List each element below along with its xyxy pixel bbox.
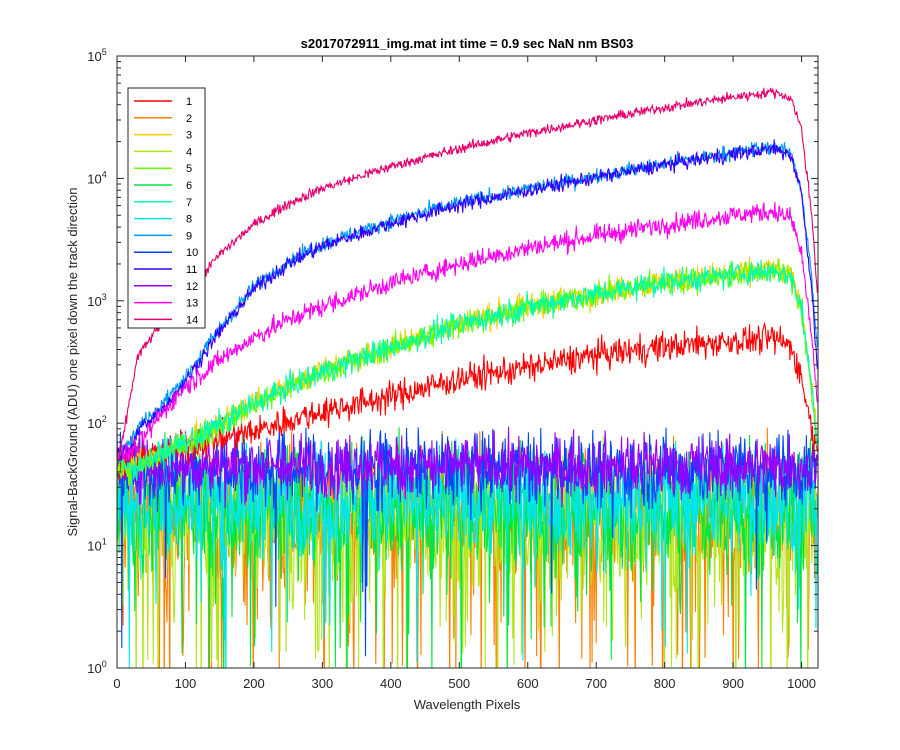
y-tick-base: 10 <box>87 416 101 431</box>
y-axis-title: Signal-BackGround (ADU) one pixel down t… <box>65 187 80 536</box>
x-tick-label: 800 <box>654 676 676 691</box>
x-tick-label: 100 <box>175 676 197 691</box>
legend-label-14: 14 <box>186 314 198 326</box>
y-tick-base: 10 <box>87 171 101 186</box>
y-tick-exponent: 5 <box>102 47 107 57</box>
legend-label-1: 1 <box>186 96 192 108</box>
y-tick-base: 10 <box>87 539 101 554</box>
y-tick-label: 105 <box>87 47 106 64</box>
ticks-layer: 0 100 200 300 400 500 600 700 800 900 100010010110… <box>87 47 818 691</box>
y-tick-label: 102 <box>87 414 106 431</box>
legend-label-8: 8 <box>186 214 192 226</box>
x-tick-label: 0 <box>113 676 120 691</box>
legend-label-12: 12 <box>186 281 198 293</box>
x-tick-label: 900 <box>722 676 744 691</box>
series-layer <box>117 87 818 668</box>
x-tick-label: 400 <box>380 676 402 691</box>
y-tick-base: 10 <box>87 49 101 64</box>
y-tick-exponent: 1 <box>102 537 107 547</box>
legend-label-11: 11 <box>186 264 197 276</box>
legend-label-3: 3 <box>186 130 192 142</box>
legend-label-2: 2 <box>186 113 192 125</box>
y-tick-base: 10 <box>87 661 101 676</box>
y-tick-exponent: 4 <box>102 169 107 179</box>
x-tick-label: 700 <box>585 676 607 691</box>
y-tick-label: 100 <box>87 659 106 676</box>
x-tick-label: 500 <box>448 676 470 691</box>
legend-label-13: 13 <box>186 298 198 310</box>
plot-frame <box>116 55 819 669</box>
legend-label-7: 7 <box>186 197 192 209</box>
x-tick-label: 300 <box>312 676 334 691</box>
y-tick-exponent: 2 <box>102 414 107 424</box>
series-10-line <box>117 427 818 657</box>
y-tick-label: 103 <box>87 292 106 309</box>
x-tick-label: 200 <box>243 676 265 691</box>
series-11-line <box>117 139 818 461</box>
x-axis-title: Wavelength Pixels <box>414 697 521 712</box>
legend-label-9: 9 <box>186 230 192 242</box>
series-12-line <box>117 426 818 509</box>
legend-box <box>127 87 206 329</box>
y-tick-exponent: 3 <box>102 292 107 302</box>
x-tick-label: 600 <box>517 676 539 691</box>
legend-label-5: 5 <box>186 163 192 175</box>
series-14-line <box>117 87 818 468</box>
y-tick-base: 10 <box>87 294 101 309</box>
series-13-line <box>117 201 818 462</box>
chart-title: s2017072911_img.mat int time = 0.9 sec N… <box>301 36 634 51</box>
y-tick-label: 104 <box>87 169 106 186</box>
x-tick-label: 1000 <box>787 676 816 691</box>
legend-label-4: 4 <box>186 146 192 158</box>
legend-label-6: 6 <box>186 180 192 192</box>
legend-label-10: 10 <box>186 247 198 259</box>
y-tick-exponent: 0 <box>102 659 107 669</box>
y-tick-label: 101 <box>87 537 106 554</box>
series-7-line <box>117 259 818 482</box>
